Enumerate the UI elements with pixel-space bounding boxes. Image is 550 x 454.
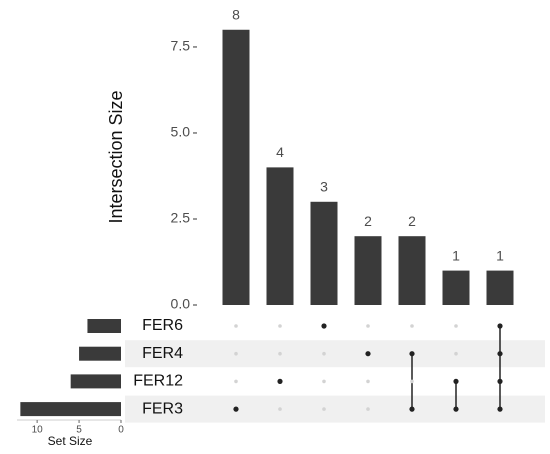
member-dot <box>497 351 503 357</box>
empty-dot <box>410 379 414 384</box>
row-stripe <box>125 395 545 423</box>
empty-dot <box>278 351 282 356</box>
set-size-bar <box>70 374 121 389</box>
empty-dot <box>410 324 414 328</box>
bar <box>354 236 382 305</box>
member-dot <box>321 323 327 329</box>
empty-dot <box>322 379 326 384</box>
bar <box>442 270 470 305</box>
empty-dot <box>366 407 370 411</box>
set-size-bar <box>87 319 121 333</box>
set-name: FER3 <box>142 400 183 417</box>
empty-dot <box>234 379 238 384</box>
bar <box>222 29 250 306</box>
set-size-bar <box>79 346 121 361</box>
member-dot <box>453 406 459 412</box>
value-label: 2 <box>408 213 416 229</box>
empty-dot <box>234 351 238 356</box>
empty-dot <box>454 351 458 356</box>
set-name: FER4 <box>142 345 183 362</box>
member-dot <box>497 378 503 384</box>
set-tick-label: 0 <box>118 425 124 436</box>
member-dot <box>453 378 459 384</box>
empty-dot <box>278 324 282 328</box>
set-name: FER12 <box>133 373 183 390</box>
empty-dot <box>322 351 326 356</box>
bar <box>398 236 426 305</box>
value-label: 8 <box>232 6 240 22</box>
row-stripe <box>125 340 545 368</box>
empty-dot <box>234 324 238 328</box>
bar <box>266 167 294 305</box>
bar <box>486 270 514 305</box>
member-dot <box>497 406 503 412</box>
set-size-label: Set Size <box>48 434 93 448</box>
set-size-bar <box>20 402 121 417</box>
y-tick-label: 0.0 <box>171 296 191 312</box>
y-tick-label: 7.5 <box>171 38 191 54</box>
y-tick-label: 5.0 <box>171 124 191 140</box>
member-dot <box>365 351 371 357</box>
empty-dot <box>278 407 282 411</box>
member-dot <box>497 323 503 329</box>
empty-dot <box>366 324 370 328</box>
set-name: FER6 <box>142 317 183 334</box>
y-axis-label: Intersection Size <box>106 90 126 223</box>
empty-dot <box>366 379 370 384</box>
y-tick-label: 2.5 <box>171 210 191 226</box>
member-dot <box>277 378 283 384</box>
value-label: 4 <box>276 144 284 160</box>
value-label: 3 <box>320 178 328 194</box>
value-label: 1 <box>452 247 460 263</box>
member-dot <box>409 406 415 412</box>
empty-dot <box>454 324 458 328</box>
bar <box>310 201 338 305</box>
member-dot <box>233 406 239 412</box>
empty-dot <box>322 407 326 411</box>
member-dot <box>409 351 415 357</box>
value-label: 2 <box>364 213 372 229</box>
set-tick-label: 10 <box>32 425 44 436</box>
value-label: 1 <box>496 247 504 263</box>
set-tick-label: 5 <box>76 425 82 436</box>
